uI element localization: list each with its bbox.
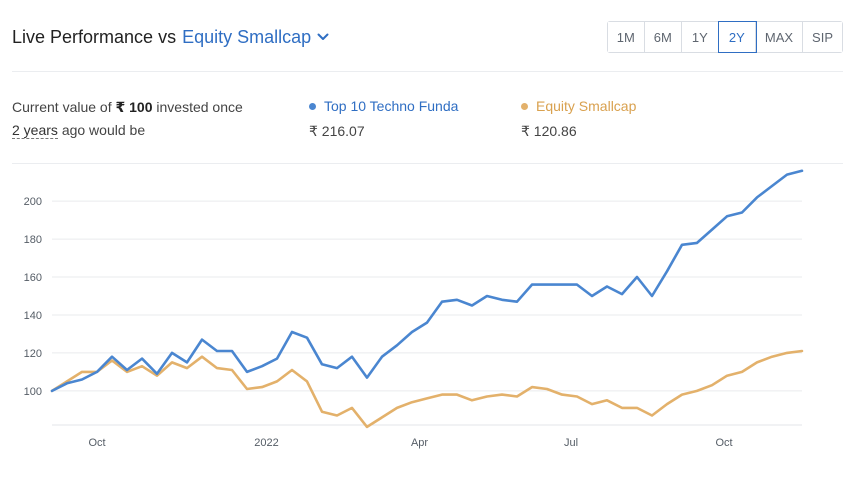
benchmark-label: Equity Smallcap: [182, 26, 312, 47]
legend-dot-icon: [309, 102, 316, 110]
legend-item-fund: Top 10 Techno Funda ₹ 216.07: [309, 96, 458, 140]
range-button-2y[interactable]: 2Y: [717, 21, 757, 53]
legend-benchmark-name: Equity Smallcap: [536, 98, 637, 114]
x-tick-label: Oct: [88, 437, 105, 449]
range-button-max[interactable]: MAX: [755, 22, 804, 52]
x-tick-label: Jul: [564, 437, 578, 449]
series-line-fund: [50, 169, 804, 393]
chart-header: Live Performance vs Equity Smallcap: [12, 22, 329, 52]
y-tick-label: 160: [24, 272, 42, 284]
chevron-down-icon: [317, 33, 329, 40]
x-tick-label: Oct: [715, 437, 732, 449]
time-range-selector: 1M 6M 1Y 2Y MAX SIP: [606, 21, 843, 53]
summary-suffix: invested once: [156, 99, 243, 115]
y-tick-label: 100: [24, 386, 42, 398]
series-line-benchmark: [50, 349, 804, 429]
summary-line2: ago would be: [61, 122, 146, 138]
duration-label[interactable]: 2 years: [12, 122, 58, 139]
y-tick-label: 120: [24, 348, 42, 360]
invested-amount: ₹ 100: [115, 99, 153, 115]
summary-prefix: Current value of: [12, 99, 112, 115]
range-button-1m[interactable]: 1M: [607, 22, 645, 52]
performance-line-chart: 100120140160180200Oct2022AprJulOct2023Ap…: [24, 169, 804, 449]
page-title: Live Performance vs: [12, 26, 177, 47]
benchmark-dropdown[interactable]: Equity Smallcap: [182, 27, 329, 48]
range-button-sip[interactable]: SIP: [803, 22, 842, 52]
range-button-1y[interactable]: 1Y: [681, 22, 719, 52]
range-button-6m[interactable]: 6M: [644, 22, 682, 52]
legend-item-benchmark: Equity Smallcap ₹ 120.86: [521, 96, 636, 140]
y-tick-label: 180: [24, 234, 42, 246]
y-tick-label: 140: [24, 310, 42, 322]
legend-dot-icon: [521, 102, 528, 110]
investment-summary: Current value of ₹ 100 invested once 2 y…: [12, 96, 282, 142]
legend-fund-value: ₹ 216.07: [309, 123, 365, 139]
x-tick-label: Apr: [411, 437, 428, 449]
divider: [12, 71, 843, 72]
y-tick-label: 200: [24, 196, 42, 208]
x-tick-label: 2022: [254, 437, 278, 449]
divider: [12, 163, 843, 164]
legend-fund-name: Top 10 Techno Funda: [324, 98, 459, 114]
legend-benchmark-value: ₹ 120.86: [521, 123, 577, 139]
